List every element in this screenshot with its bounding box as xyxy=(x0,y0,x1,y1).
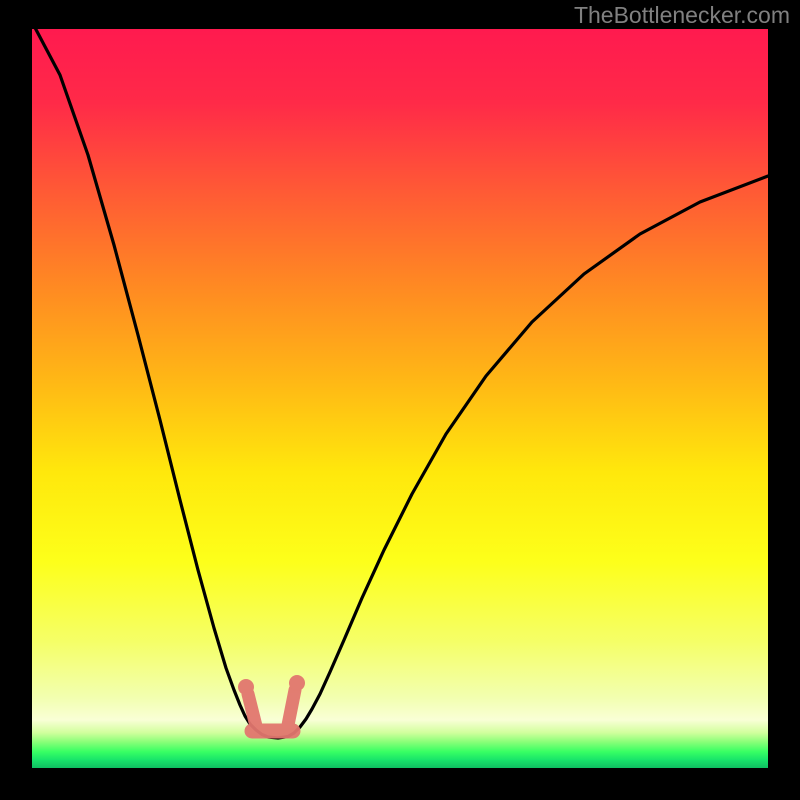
watermark: TheBottlenecker.com xyxy=(574,2,790,29)
chart-canvas xyxy=(0,0,800,800)
marker-dot xyxy=(289,675,305,691)
plot-area xyxy=(32,29,768,768)
marker-dot xyxy=(238,679,254,695)
